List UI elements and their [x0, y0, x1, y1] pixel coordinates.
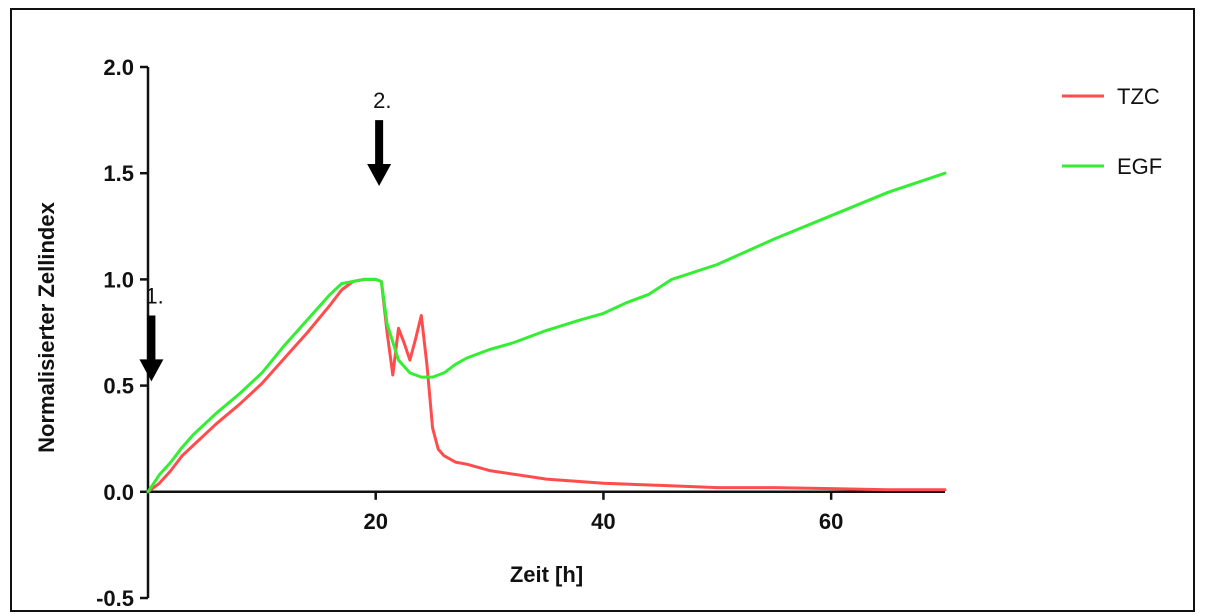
y-axis-title: Normalisierter Zellindex	[34, 201, 59, 452]
series-layer	[146, 171, 947, 494]
y-tick-label: 1.5	[103, 161, 134, 186]
annotation-label: 1.	[145, 284, 163, 309]
y-tick-label: 0.5	[103, 374, 134, 399]
annotation-arrow-head	[139, 359, 164, 382]
y-ticks: -0.5 0.0 0.5 1.0 1.5 2.0	[96, 55, 148, 611]
x-tick-label: 60	[819, 509, 843, 534]
x-tick-label: 40	[591, 509, 615, 534]
chart-frame	[10, 8, 1195, 612]
x-tick-label: 20	[363, 509, 387, 534]
legend-label-tzc: TZC	[1117, 84, 1160, 109]
legend-label-egf: EGF	[1117, 154, 1162, 179]
y-tick-label: -0.5	[96, 586, 134, 611]
y-tick-label: 1.0	[103, 267, 134, 292]
x-ticks: 20 40 60	[363, 491, 843, 534]
legend: TZC EGF	[1062, 84, 1162, 179]
annotation-label: 2.	[373, 88, 391, 113]
series-line-tzc	[146, 277, 947, 494]
annotation-arrow-head	[367, 163, 392, 186]
x-axis-title: Zeit [h]	[510, 562, 583, 587]
annotation-layer: 1. 2.	[139, 88, 392, 382]
y-tick-label: 0.0	[103, 480, 134, 505]
series-line-egf	[146, 171, 947, 494]
y-tick-label: 2.0	[103, 55, 134, 80]
